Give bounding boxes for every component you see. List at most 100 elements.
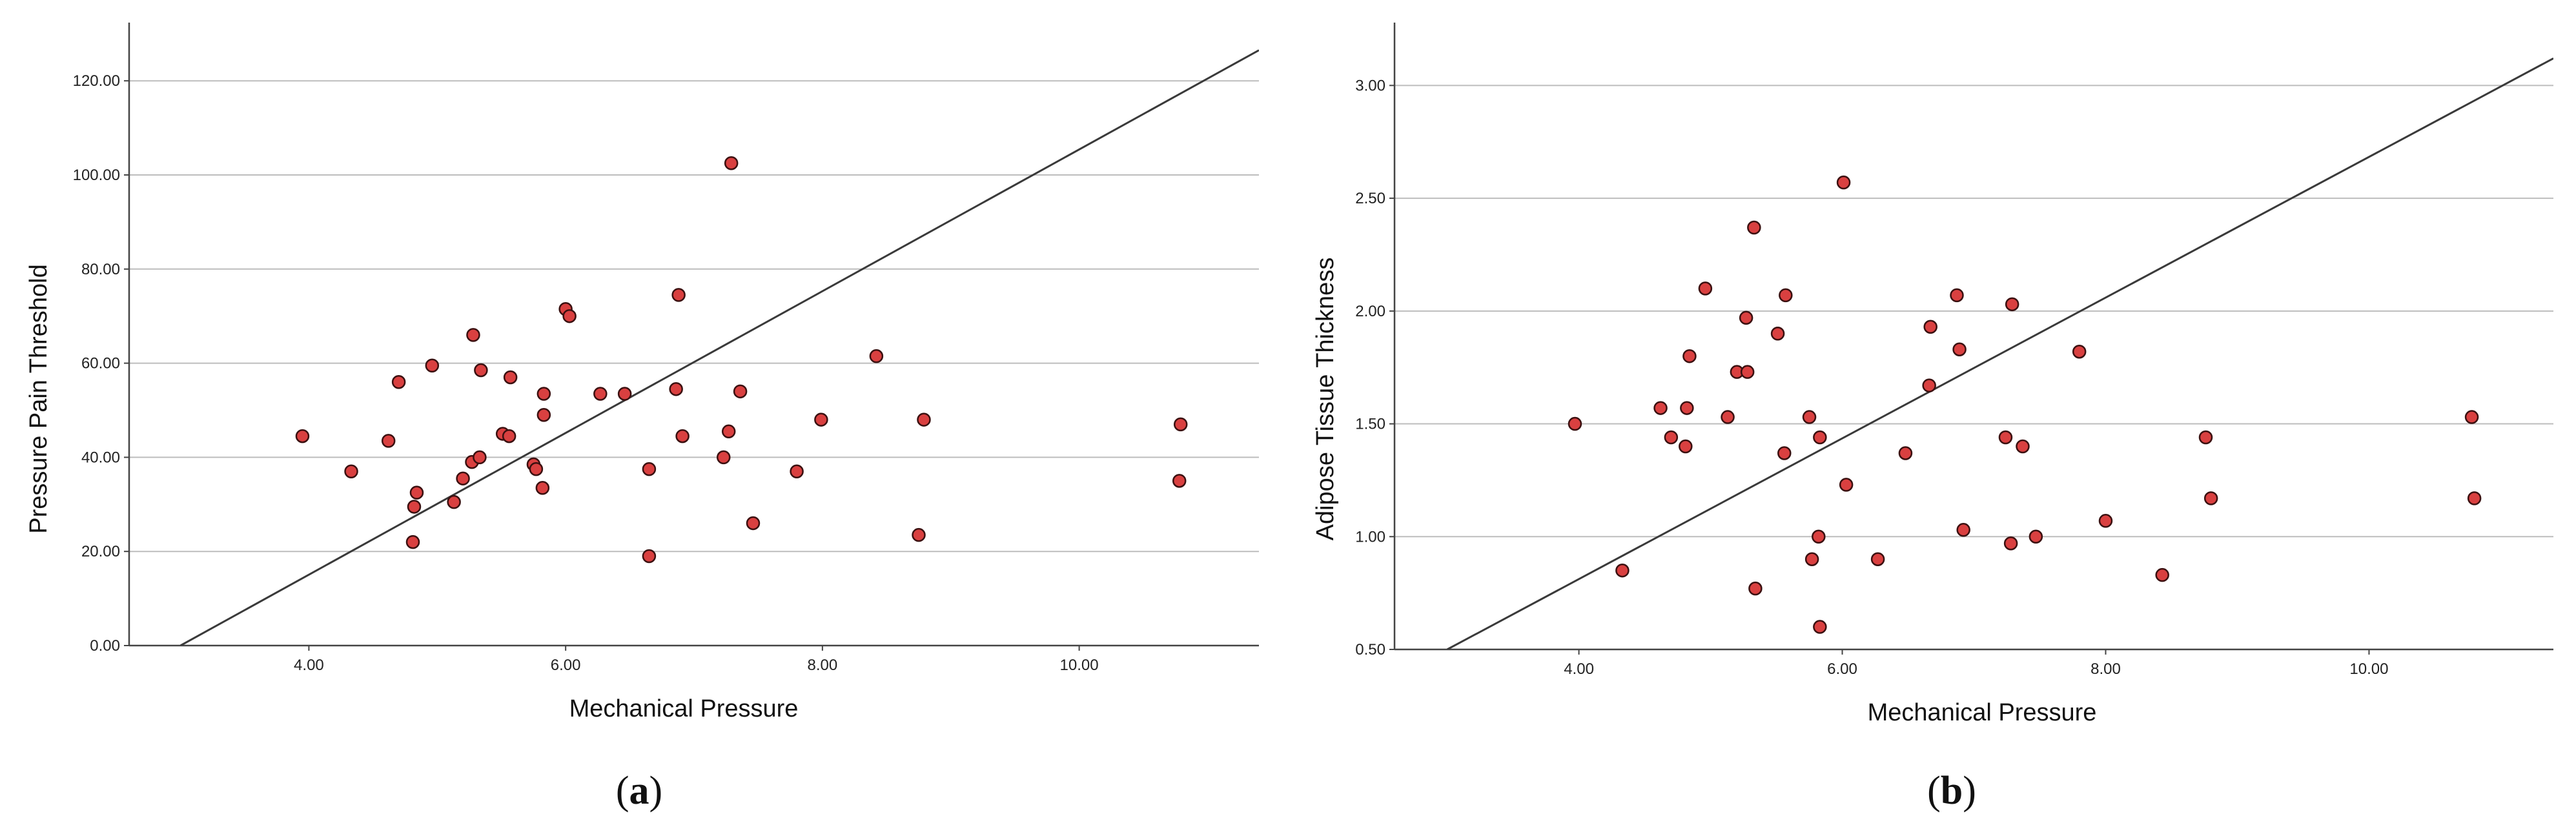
panel-a-data-point	[790, 464, 804, 479]
panel-b-data-point	[2198, 430, 2213, 445]
panel-a-data-point	[407, 500, 422, 514]
panel-a-data-point	[721, 424, 736, 439]
panel-a-data-point	[642, 549, 657, 564]
panel-a-y-tick-label: 120.00	[73, 72, 120, 90]
panel-b-data-point	[2098, 514, 2113, 528]
panel-a-data-point	[562, 309, 577, 323]
panel-b-y-tick-label: 2.50	[1355, 190, 1385, 207]
panel-b-data-point	[1923, 320, 1937, 334]
panel-a-data-point	[381, 434, 396, 448]
panel-b-data-point	[1770, 327, 1785, 341]
panel-b-data-point	[1740, 365, 1755, 379]
panel-b-fit-line	[1446, 57, 2553, 649]
panel-a-data-point	[746, 516, 761, 531]
panel-a-fit-line	[179, 49, 1259, 646]
panel-b-data-point	[1813, 620, 1827, 634]
panel-b-data-point	[1839, 478, 1854, 492]
panel-b-data-point	[2005, 297, 2019, 312]
panel-a-data-point	[537, 408, 551, 422]
panel-a-chart: 0.00 20.00 40.00 60.00 80.00 100.00 120.00 4.00…	[73, 23, 1259, 674]
panel-a-data-point	[473, 450, 487, 465]
panel-a-data-point	[295, 429, 310, 443]
panel-a-data-point	[724, 156, 739, 170]
panel-b-data-point	[1812, 529, 1826, 544]
panel-a-data-point	[671, 288, 686, 302]
panel-a-y-tick-label: 20.00	[81, 543, 120, 560]
panel-b-y-tick-label: 0.50	[1355, 641, 1385, 658]
panel-b-data-point	[1870, 552, 1885, 566]
panel-b-x-tick-label: 8.00	[2090, 660, 2121, 678]
panel-b-y-axis-title: Adipose Tissue Thickness	[1312, 258, 1339, 541]
panel-b-data-point	[1952, 342, 1967, 356]
panel-a-data-point	[733, 384, 748, 399]
panel-a-data-point	[409, 485, 424, 500]
panel-b-data-point	[1682, 349, 1697, 363]
panel-a-x-tick-label: 10.00	[1060, 657, 1099, 674]
panel-a-y-tick-label: 0.00	[90, 637, 120, 655]
panel-b-data-point	[2072, 344, 2087, 359]
panel-b-x-axis-title: Mechanical Pressure	[1868, 699, 2097, 726]
panel-b-y-tick-label: 1.50	[1355, 416, 1385, 433]
panel-b-data-point	[1898, 446, 1913, 460]
panel-b-data-point	[1836, 175, 1851, 190]
panel-a-data-point	[814, 413, 828, 427]
panel-b-data-point	[1802, 410, 1817, 424]
panel-b-y-tick-label: 1.00	[1355, 528, 1385, 545]
panel-a-data-point	[529, 462, 544, 476]
panel-a-data-point	[1173, 417, 1188, 432]
panel-a-data-point	[593, 387, 608, 401]
panel-b-data-point	[1956, 523, 1970, 537]
panel-a-data-point	[474, 363, 488, 378]
panel-a-data-point	[425, 358, 440, 372]
panel-a-x-axis-title: Mechanical Pressure	[569, 695, 799, 722]
panel-a-data-point	[503, 370, 518, 385]
panel-a-data-point	[617, 387, 632, 401]
panel-a-data-point	[675, 429, 690, 443]
panel-a-caption: (a)	[616, 769, 662, 813]
panel-b-x-tick-label: 6.00	[1827, 660, 1857, 678]
panel-b-data-point	[2203, 491, 2218, 505]
panel-a-data-point	[405, 535, 420, 549]
panel-a-y-tick-label: 60.00	[81, 355, 120, 372]
panel-b-data-point	[1950, 288, 1964, 303]
panel-a-data-point	[466, 328, 480, 342]
panel-b-data-point	[1922, 378, 1936, 393]
panel-b-data-point	[1779, 288, 1793, 303]
panel-a-y-tick-label: 100.00	[73, 167, 120, 184]
panel-a-data-point	[537, 387, 551, 401]
panel-a-data-point	[642, 462, 657, 476]
panel-b-x-tick-label: 10.00	[2349, 660, 2388, 678]
panel-a-data-point	[917, 413, 931, 427]
panel-a-data-point	[1172, 474, 1187, 488]
panel-b-data-point	[1615, 563, 1630, 578]
panel-b-chart: 0.50 1.00 1.50 2.00 2.50 3.00 4.00 6.00 8.00 10.0…	[1355, 23, 2553, 678]
panel-b-data-point	[1664, 430, 1679, 445]
panel-b-data-point	[2003, 536, 2018, 551]
panel-a-data-point	[344, 464, 358, 479]
panel-b-data-point	[1748, 581, 1763, 596]
panel-b-data-point	[1804, 552, 1819, 566]
panel-a-data-point	[912, 527, 926, 542]
panel-b-caption: (b)	[1927, 769, 1976, 813]
panel-b-data-point	[2464, 410, 2479, 424]
panel-b-data-point	[1813, 430, 1827, 445]
panel-a-data-point	[535, 481, 550, 495]
panel-a-x-tick-label: 4.00	[294, 657, 324, 674]
panel-b-data-point	[2467, 491, 2482, 505]
panel-a-data-point	[502, 429, 516, 443]
panel-a-x-tick-label: 6.00	[551, 657, 581, 674]
panel-b-y-tick-label: 3.00	[1355, 77, 1385, 94]
panel-a-y-axis-title: Pressure Pain Threshold	[25, 264, 52, 534]
panel-b-data-point	[1568, 416, 1582, 431]
panel-a-data-point	[669, 382, 683, 396]
panel-b-data-point	[2029, 529, 2043, 544]
panel-b-data-point	[1653, 401, 1668, 415]
panel-a-data-point	[869, 349, 884, 363]
panel-a-x-tick-label: 8.00	[808, 657, 838, 674]
panel-b-data-point	[1680, 401, 1694, 415]
panel-b-data-point	[1739, 311, 1753, 325]
panel-a-data-point	[447, 494, 461, 509]
panel-a-data-point	[391, 375, 406, 389]
panel-a-y-tick-label: 80.00	[81, 261, 120, 278]
panel-a-y-tick-label: 40.00	[81, 449, 120, 466]
